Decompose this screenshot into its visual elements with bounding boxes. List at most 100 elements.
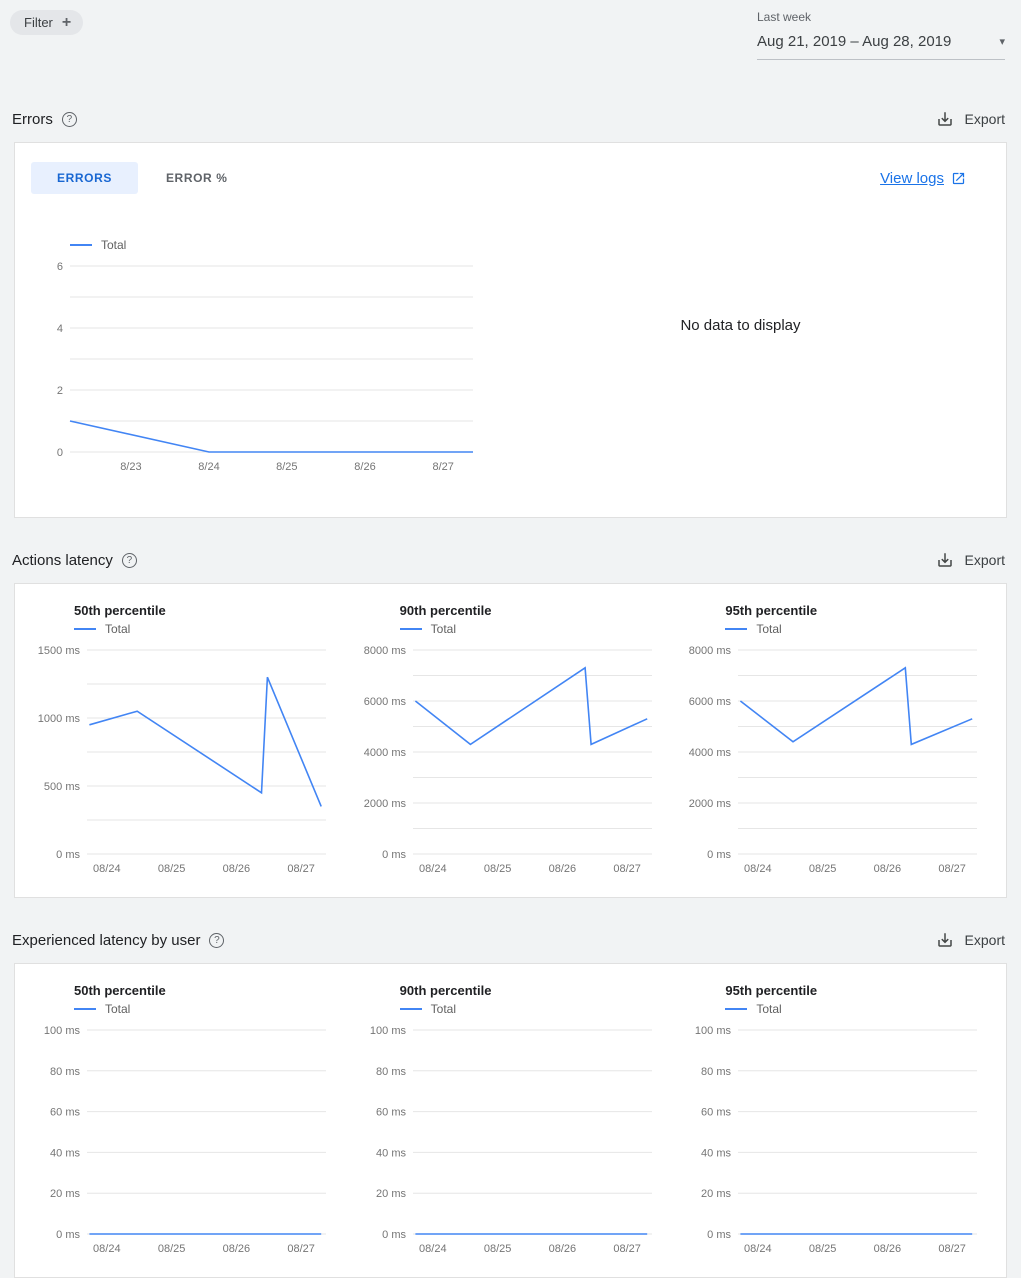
experienced-p95-block: 95th percentile Total 0 ms 20 ms 40 ms 60 m…: [680, 983, 992, 1265]
line-chart-svg: 0 ms 20 ms 40 ms 60 ms 80 ms 100 ms 08/24 08/25…: [370, 1025, 652, 1255]
svg-text:4000 ms: 4000 ms: [363, 747, 406, 759]
date-range-row[interactable]: Aug 21, 2019 – Aug 28, 2019 ▾: [757, 33, 1005, 60]
tab-error-percent[interactable]: ERROR %: [140, 162, 254, 194]
chart-legend: Total: [74, 622, 341, 636]
svg-text:8000 ms: 8000 ms: [689, 645, 732, 657]
svg-text:1500 ms: 1500 ms: [38, 645, 81, 657]
download-icon: [937, 933, 952, 947]
errors-card-body: Total 0 2 4 6 8/23 8/24 8/25 8/26 8/27 No data t…: [31, 238, 990, 483]
svg-text:08/26: 08/26: [874, 1243, 902, 1255]
date-range-preset-label: Last week: [757, 10, 812, 24]
svg-text:0 ms: 0 ms: [382, 1229, 406, 1241]
errors-section-header: Errors ? Export: [12, 110, 1005, 128]
filter-button[interactable]: Filter +: [10, 10, 84, 35]
svg-text:4: 4: [57, 323, 63, 335]
no-data-message: No data to display: [680, 317, 801, 334]
legend-label: Total: [756, 1002, 782, 1016]
svg-text:40 ms: 40 ms: [376, 1147, 406, 1159]
line-chart-svg: 0 ms 20 ms 40 ms 60 ms 80 ms 100 ms 08/24 08/25…: [44, 1025, 326, 1255]
actions-latency-section-header: Actions latency ? Export: [12, 551, 1005, 569]
date-range-value: Aug 21, 2019 – Aug 28, 2019: [757, 33, 952, 50]
errors-card: ERRORS ERROR % View logs Total 0 2 4 6 8/23 8…: [14, 142, 1007, 518]
actions-p95-line-chart: 0 ms 2000 ms 4000 ms 6000 ms 8000 ms 08/24 08/…: [680, 640, 992, 885]
svg-text:0 ms: 0 ms: [56, 1229, 80, 1241]
actions-latency-card: 50th percentile Total 0 ms 500 ms 1000 ms 1…: [14, 583, 1007, 898]
experienced-latency-section-header: Experienced latency by user ? Export: [12, 931, 1005, 949]
svg-text:8/26: 8/26: [354, 461, 375, 473]
legend-label: Total: [430, 1002, 457, 1016]
experienced-p90-block: 90th percentile Total 0 ms 20 ms 40 ms 60 m…: [355, 983, 667, 1265]
svg-text:1000 ms: 1000 ms: [38, 713, 81, 725]
export-label: Export: [964, 111, 1005, 127]
svg-text:0 ms: 0 ms: [708, 849, 732, 861]
topbar: Filter + Last week Aug 21, 2019 – Aug 28…: [0, 0, 1021, 60]
legend-line-icon: [74, 1008, 96, 1010]
experienced-p50-line-chart: 0 ms 20 ms 40 ms 60 ms 80 ms 100 ms 08/24 08/25…: [29, 1020, 341, 1265]
svg-text:08/26: 08/26: [548, 1243, 576, 1255]
experienced-latency-card: 50th percentile Total 0 ms 20 ms 40 ms 60 m…: [14, 963, 1007, 1278]
chart-title: 95th percentile: [725, 983, 818, 998]
svg-text:08/25: 08/25: [158, 1243, 186, 1255]
svg-text:40 ms: 40 ms: [50, 1147, 80, 1159]
chart-title: 95th percentile: [725, 603, 818, 618]
svg-text:20 ms: 20 ms: [701, 1188, 731, 1200]
svg-text:08/26: 08/26: [223, 863, 251, 875]
filter-label: Filter: [24, 15, 53, 30]
help-icon[interactable]: ?: [121, 552, 137, 568]
download-icon: [937, 553, 952, 567]
svg-text:08/27: 08/27: [939, 863, 967, 875]
errors-tabs-row: ERRORS ERROR % View logs: [31, 162, 990, 194]
svg-text:08/24: 08/24: [744, 1243, 772, 1255]
legend-label: Total: [430, 622, 457, 636]
svg-text:08/24: 08/24: [93, 863, 121, 875]
actions-p50-line-chart: 0 ms 500 ms 1000 ms 1500 ms 08/24 08/25 08/26 0…: [29, 640, 341, 885]
chart-title: 90th percentile: [399, 603, 492, 618]
svg-text:08/25: 08/25: [809, 1243, 837, 1255]
legend-line-icon: [725, 628, 748, 630]
export-label: Export: [964, 932, 1005, 948]
date-range-select[interactable]: Last week Aug 21, 2019 – Aug 28, 2019 ▾: [757, 10, 1005, 60]
errors-section-title-group: Errors ?: [12, 111, 77, 128]
svg-text:100 ms: 100 ms: [370, 1025, 407, 1037]
help-icon[interactable]: ?: [61, 111, 77, 127]
svg-text:08/24: 08/24: [419, 863, 447, 875]
svg-text:80 ms: 80 ms: [376, 1066, 406, 1078]
tab-errors[interactable]: ERRORS: [31, 162, 138, 194]
svg-text:08/24: 08/24: [744, 863, 772, 875]
experienced-p90-line-chart: 0 ms 20 ms 40 ms 60 ms 80 ms 100 ms 08/24 08/25…: [355, 1020, 667, 1265]
svg-text:08/27: 08/27: [939, 1243, 967, 1255]
errors-export-button[interactable]: Export: [936, 110, 1005, 128]
legend-label: Total: [105, 622, 131, 636]
svg-text:08/25: 08/25: [158, 863, 186, 875]
open-in-new-icon: [952, 172, 965, 184]
chart-legend: Total: [725, 622, 992, 636]
legend-line-icon: [70, 244, 92, 246]
errors-tabs: ERRORS ERROR %: [31, 162, 254, 194]
chart-legend: Total: [399, 1002, 667, 1016]
svg-text:8/27: 8/27: [432, 461, 453, 473]
view-logs-link[interactable]: View logs: [880, 170, 966, 187]
svg-text:4000 ms: 4000 ms: [689, 747, 732, 759]
view-logs-label: View logs: [880, 169, 944, 187]
chart-legend: Total: [74, 1002, 341, 1016]
errors-chart-legend: Total: [70, 238, 491, 252]
svg-text:08/25: 08/25: [484, 1243, 512, 1255]
experienced-latency-export-button[interactable]: Export: [936, 931, 1005, 949]
line-chart-svg: 0 ms 500 ms 1000 ms 1500 ms 08/24 08/25 08/26 0…: [38, 645, 326, 875]
plus-icon: +: [61, 13, 72, 31]
experienced-latency-title-group: Experienced latency by user ?: [12, 932, 225, 949]
svg-text:6: 6: [57, 261, 63, 273]
svg-text:60 ms: 60 ms: [376, 1107, 406, 1119]
actions-latency-export-button[interactable]: Export: [936, 551, 1005, 569]
svg-text:8000 ms: 8000 ms: [363, 645, 406, 657]
svg-text:8/23: 8/23: [120, 461, 141, 473]
line-chart-svg: 0 ms 20 ms 40 ms 60 ms 80 ms 100 ms 08/24 08/25…: [695, 1025, 978, 1255]
svg-text:8/24: 8/24: [198, 461, 219, 473]
errors-line-chart: 0 2 4 6 8/23 8/24 8/25 8/26 8/27: [31, 256, 491, 483]
line-chart-svg: 0 ms 2000 ms 4000 ms 6000 ms 8000 ms 08/24 08/…: [689, 645, 978, 875]
legend-line-icon: [74, 628, 96, 630]
errors-chart-block: Total 0 2 4 6 8/23 8/24 8/25 8/26 8/27: [31, 238, 491, 483]
chart-title: 50th percentile: [74, 603, 166, 618]
help-icon[interactable]: ?: [209, 932, 225, 948]
